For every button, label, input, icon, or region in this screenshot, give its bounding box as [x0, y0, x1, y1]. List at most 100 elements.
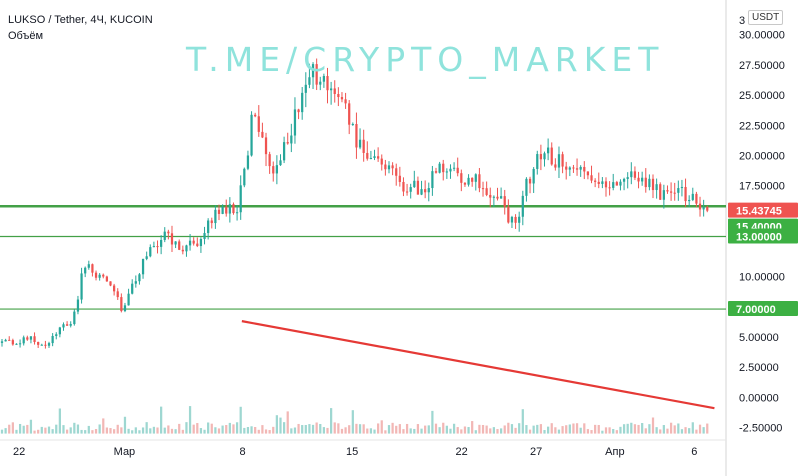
candle-body [170, 233, 174, 245]
volume-bar [525, 425, 528, 434]
candle-body [608, 187, 611, 189]
candle-body [539, 154, 543, 160]
candle-body [333, 88, 336, 94]
volume-bar [109, 428, 112, 434]
candle-body [196, 243, 199, 247]
candle-body [362, 139, 365, 153]
volume-bar [199, 428, 203, 434]
volume-bar [442, 422, 445, 434]
candle-body [626, 177, 629, 179]
volume-bar [138, 430, 141, 434]
volume-indicator-label[interactable]: Объём [8, 30, 44, 42]
volume-bar [481, 424, 485, 434]
candle-body [684, 186, 687, 202]
candle-body [518, 216, 521, 223]
candle-body [449, 168, 452, 172]
volume-bar [282, 422, 286, 434]
candle-body [304, 84, 307, 93]
volume-bar [387, 425, 391, 434]
candle-body [145, 256, 148, 259]
price-tick-label: 10.00000 [739, 271, 785, 283]
volume-bar [257, 429, 260, 434]
candle-body [37, 342, 40, 345]
candle-body [344, 99, 347, 104]
volume-bar [8, 424, 11, 434]
volume-bar [22, 425, 25, 434]
watermark: T.ME/CRYPTO_MARKET [186, 40, 665, 79]
volume-bar [326, 427, 329, 434]
volume-bar [51, 429, 54, 434]
volume-bar [622, 424, 626, 434]
candle-body [94, 272, 98, 278]
volume-bar [445, 425, 448, 434]
volume-bar [315, 422, 318, 434]
candle-body [499, 196, 503, 199]
candle-body [138, 274, 141, 282]
volume-bar [163, 427, 166, 434]
currency-badge[interactable]: USDT [748, 10, 784, 25]
volume-bar [586, 429, 590, 434]
candle-body [29, 336, 33, 340]
volume-bar [601, 430, 604, 434]
candle-body [225, 206, 228, 214]
candle-body [217, 209, 221, 214]
candle-body [167, 231, 170, 234]
candle-body [398, 175, 401, 182]
price-tick-label: 25.00000 [739, 90, 785, 102]
time-tick-label: 27 [530, 446, 542, 458]
candle-body [311, 64, 315, 78]
candle-body [232, 204, 235, 214]
candle-body [622, 178, 626, 182]
candle-body [47, 343, 51, 346]
volume-bar [254, 427, 257, 434]
volume-bar [557, 429, 561, 434]
volume-bar [648, 424, 651, 434]
candle-body [18, 343, 22, 345]
support-levels [0, 205, 726, 310]
candle-body [308, 77, 311, 85]
candle-body [612, 182, 615, 188]
volume-bar [583, 423, 586, 434]
candle-body [243, 168, 246, 186]
volume-bar [268, 430, 271, 434]
candle-body [489, 194, 492, 198]
candle-body [659, 184, 662, 200]
volume-bar [145, 422, 148, 434]
candle-body [402, 181, 405, 192]
volume-bar [366, 428, 369, 434]
candle-body [485, 188, 488, 195]
volume-bar [221, 425, 224, 434]
volume-bar [669, 422, 673, 434]
volume-bar [76, 424, 80, 434]
candle-body [438, 163, 441, 173]
volume-bar [261, 425, 264, 434]
volume-bar [637, 424, 640, 434]
candle-body [702, 207, 705, 210]
candle-body [492, 196, 495, 198]
candle-body [547, 147, 550, 154]
volume-bar [272, 426, 275, 434]
price-tick-label: 22.50000 [739, 120, 785, 132]
volume-bar [413, 428, 416, 434]
volume-bar [62, 425, 65, 434]
candle-body [152, 246, 156, 248]
volume-bar [633, 424, 637, 434]
candle-body [557, 154, 561, 168]
volume-bar [521, 409, 524, 434]
candle-body [594, 180, 597, 182]
price-tick-label: 17.50000 [739, 181, 785, 193]
candle-body [315, 64, 318, 85]
candle-body [434, 171, 438, 173]
candle-body [40, 344, 43, 346]
volume-bar [424, 425, 427, 434]
volume-bar [239, 406, 242, 434]
volume-bar [105, 427, 109, 434]
volume-bar [659, 429, 662, 434]
volume-bar [409, 428, 412, 434]
candle-body [26, 337, 29, 340]
volume-bar [333, 422, 336, 434]
candles [0, 58, 709, 349]
time-tick-label: Мар [114, 446, 136, 458]
time-tick-label: 6 [691, 446, 697, 458]
